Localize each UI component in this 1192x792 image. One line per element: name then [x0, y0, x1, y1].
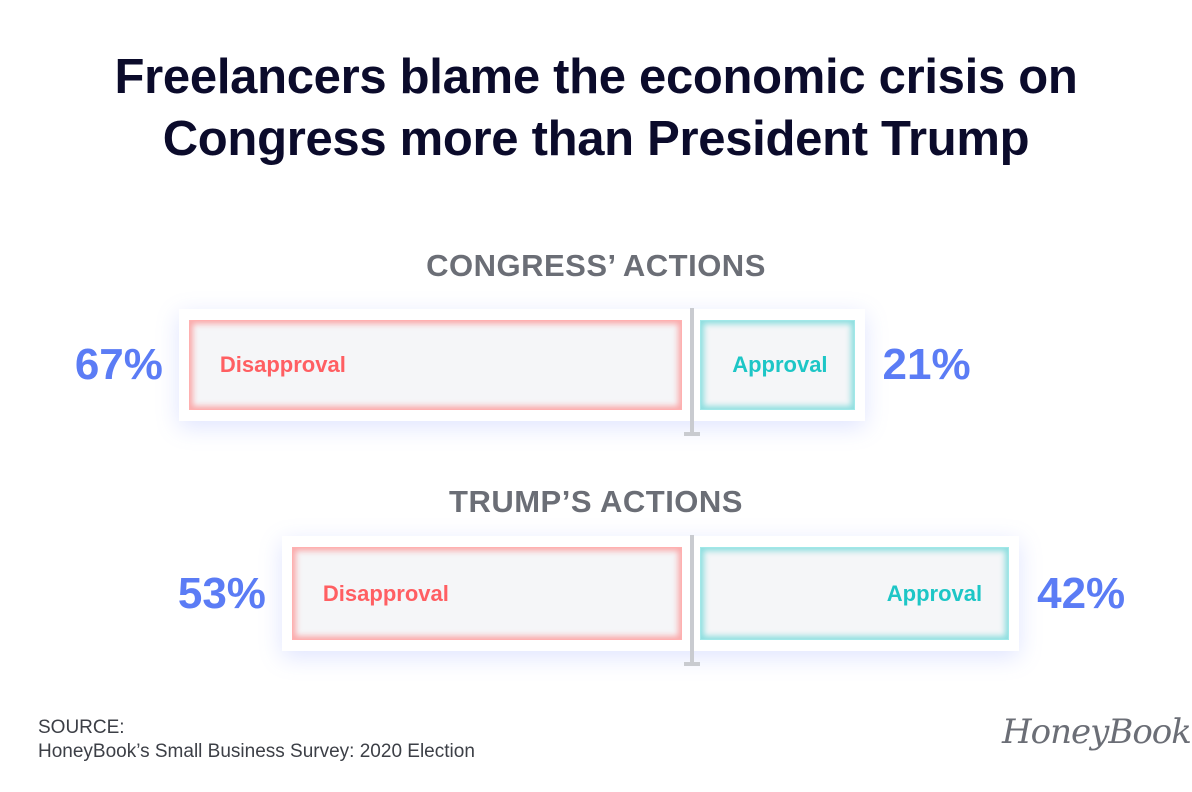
approval-bar: Approval — [700, 547, 1010, 640]
group-title: TRUMP’S ACTIONS — [449, 484, 743, 519]
approval-value: 42% — [1037, 568, 1126, 618]
disapproval-bar: Disapproval — [188, 320, 682, 410]
group-title: CONGRESS’ ACTIONS — [426, 248, 766, 283]
approval-value: 21% — [882, 340, 971, 389]
disapproval-value: 67% — [74, 340, 163, 389]
center-axis — [690, 308, 694, 434]
chart-title: Freelancers blame the economic crisis on… — [114, 50, 1078, 166]
source-note: SOURCE: HoneyBook’s Small Business Surve… — [38, 716, 475, 764]
approval-label: Approval — [732, 352, 828, 377]
center-axis-foot — [684, 662, 700, 666]
center-axis — [690, 535, 694, 664]
approval-label: Approval — [886, 580, 983, 606]
honeybook-logo: HoneyBook — [1002, 712, 1192, 752]
source-text: HoneyBook’s Small Business Survey: 2020 … — [38, 741, 475, 762]
center-axis-foot — [684, 432, 700, 436]
disapproval-label: Disapproval — [219, 352, 346, 377]
approval-bar: Approval — [700, 320, 855, 410]
disapproval-value: 53% — [177, 568, 266, 618]
disapproval-label: Disapproval — [322, 580, 449, 606]
disapproval-bar: Disapproval — [291, 547, 682, 640]
source-label: SOURCE: — [38, 717, 125, 738]
